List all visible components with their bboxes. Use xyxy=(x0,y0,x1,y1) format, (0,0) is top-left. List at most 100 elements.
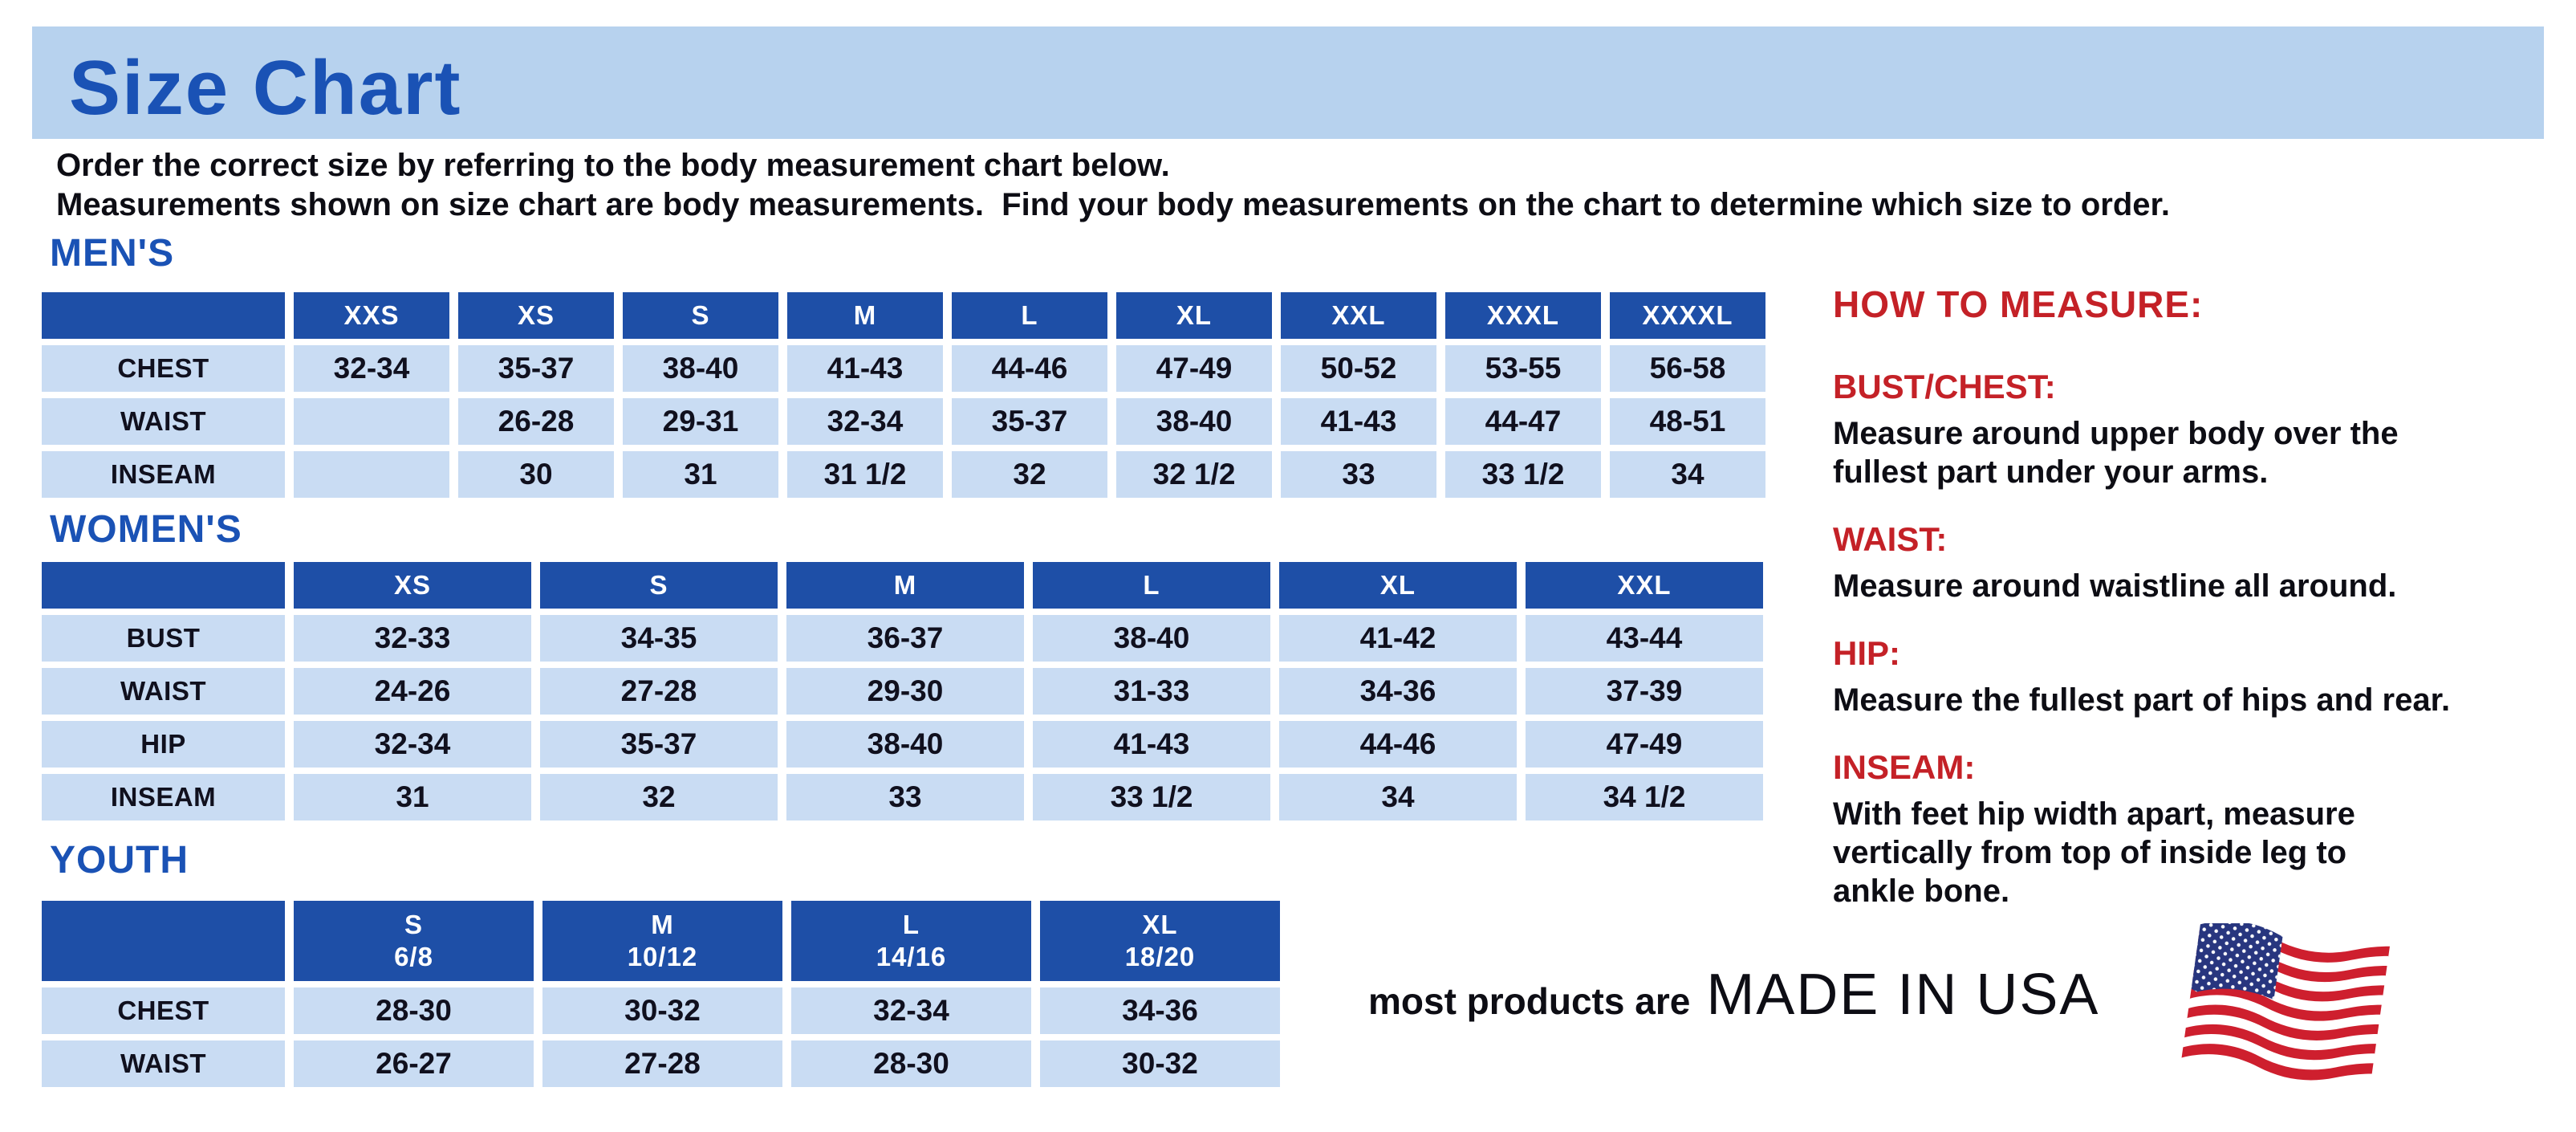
row-label-waist: WAIST xyxy=(42,1040,285,1087)
waist-label: WAIST: xyxy=(1833,520,1948,558)
corner-header-cell xyxy=(42,901,285,981)
mens-size-table: XXS XS S M L XL XXL XXXL XXXXL CHEST 32-34 35-37 38-… xyxy=(42,292,1765,498)
column-header-l: L xyxy=(952,292,1107,339)
column-header-l: L 14/16 xyxy=(791,901,1031,981)
size-value-cell: 47-49 xyxy=(1116,345,1272,392)
size-value-cell: 56-58 xyxy=(1610,345,1765,392)
column-header-xs: XS xyxy=(458,292,614,339)
column-header-xl: XL xyxy=(1279,562,1517,609)
row-label-bust: BUST xyxy=(42,615,285,662)
size-value-cell: 28-30 xyxy=(791,1040,1031,1087)
size-value-cell: 33 1/2 xyxy=(1033,774,1270,820)
waist-instructions: Measure around waistline all around. xyxy=(1833,568,2397,604)
row-label-waist: WAIST xyxy=(42,398,285,445)
size-value-cell: 32-34 xyxy=(787,398,943,445)
size-value-cell xyxy=(294,451,449,498)
column-header-xxl: XXL xyxy=(1526,562,1763,609)
size-value-cell: 35-37 xyxy=(540,721,778,768)
size-value-cell: 41-42 xyxy=(1279,615,1517,662)
size-value-cell: 27-28 xyxy=(542,1040,782,1087)
size-value-cell: 31 xyxy=(623,451,778,498)
size-value-cell: 30-32 xyxy=(1040,1040,1280,1087)
size-value-cell xyxy=(294,398,449,445)
title-banner: Size Chart xyxy=(32,26,2544,139)
made-in-usa-line: most products are MADE IN USA xyxy=(1368,962,2099,1028)
inseam-label: INSEAM: xyxy=(1833,748,1976,786)
row-label-inseam: INSEAM xyxy=(42,451,285,498)
size-value-cell: 44-46 xyxy=(1279,721,1517,768)
size-value-cell: 44-46 xyxy=(952,345,1107,392)
bust-chest-label: BUST/CHEST: xyxy=(1833,368,2056,405)
column-header-xxxl: XXXL xyxy=(1445,292,1601,339)
column-header-xs: XS xyxy=(294,562,531,609)
mens-section-heading: MEN'S xyxy=(50,232,175,275)
size-value-cell: 34 xyxy=(1610,451,1765,498)
size-value-cell: 32-34 xyxy=(294,721,531,768)
intro-text: Order the correct size by referring to t… xyxy=(56,148,2170,222)
hip-instructions: Measure the fullest part of hips and rea… xyxy=(1833,682,2451,718)
size-value-cell: 32 xyxy=(540,774,778,820)
made-in-usa-prefix: most products are xyxy=(1368,980,1691,1022)
size-value-cell: 34-36 xyxy=(1040,987,1280,1034)
size-value-cell: 37-39 xyxy=(1526,668,1763,715)
hip-label: HIP: xyxy=(1833,634,1900,672)
column-header-m: M xyxy=(786,562,1024,609)
size-value-cell: 41-43 xyxy=(1281,398,1436,445)
size-value-cell: 43-44 xyxy=(1526,615,1763,662)
size-value-cell: 35-37 xyxy=(952,398,1107,445)
usa-flag-icon xyxy=(2180,923,2390,1084)
size-value-cell: 31-33 xyxy=(1033,668,1270,715)
size-value-cell: 32-34 xyxy=(294,345,449,392)
size-value-cell: 31 xyxy=(294,774,531,820)
size-value-cell: 34-35 xyxy=(540,615,778,662)
womens-section-heading: WOMEN'S xyxy=(50,508,242,551)
column-header-s: S xyxy=(623,292,778,339)
size-value-cell: 26-27 xyxy=(294,1040,534,1087)
size-value-cell: 33 1/2 xyxy=(1445,451,1601,498)
size-value-cell: 33 xyxy=(1281,451,1436,498)
size-value-cell: 26-28 xyxy=(458,398,614,445)
size-value-cell: 35-37 xyxy=(458,345,614,392)
size-value-cell: 38-40 xyxy=(1033,615,1270,662)
column-header-s: S 6/8 xyxy=(294,901,534,981)
corner-header-cell xyxy=(42,292,285,339)
column-header-xxl: XXL xyxy=(1281,292,1436,339)
size-value-cell: 50-52 xyxy=(1281,345,1436,392)
youth-section-heading: YOUTH xyxy=(50,839,189,882)
row-label-hip: HIP xyxy=(42,721,285,768)
size-value-cell: 38-40 xyxy=(623,345,778,392)
size-value-cell: 29-30 xyxy=(786,668,1024,715)
size-value-cell: 41-43 xyxy=(787,345,943,392)
size-value-cell: 48-51 xyxy=(1610,398,1765,445)
column-header-m: M 10/12 xyxy=(542,901,782,981)
row-label-chest: CHEST xyxy=(42,345,285,392)
size-value-cell: 28-30 xyxy=(294,987,534,1034)
size-value-cell: 38-40 xyxy=(1116,398,1272,445)
size-value-cell: 24-26 xyxy=(294,668,531,715)
row-label-waist: WAIST xyxy=(42,668,285,715)
how-to-measure-heading: HOW TO MEASURE: xyxy=(1833,283,2204,325)
bust-chest-instructions: Measure around upper body over the fulle… xyxy=(1833,416,2399,490)
how-to-measure-panel: HOW TO MEASURE: BUST/CHEST: Measure arou… xyxy=(1833,283,2576,939)
column-header-xxxxl: XXXXL xyxy=(1610,292,1765,339)
column-header-xl: XL xyxy=(1116,292,1272,339)
row-label-inseam: INSEAM xyxy=(42,774,285,820)
size-value-cell: 38-40 xyxy=(786,721,1024,768)
size-value-cell: 34 1/2 xyxy=(1526,774,1763,820)
size-value-cell: 30-32 xyxy=(542,987,782,1034)
column-header-xxs: XXS xyxy=(294,292,449,339)
youth-size-table: S 6/8 M 10/12 L 14/16 XL 18/20 CHEST 28-30 30-… xyxy=(42,901,1280,1087)
row-label-chest: CHEST xyxy=(42,987,285,1034)
size-value-cell: 32 1/2 xyxy=(1116,451,1272,498)
size-value-cell: 33 xyxy=(786,774,1024,820)
size-value-cell: 30 xyxy=(458,451,614,498)
page-title: Size Chart xyxy=(69,45,462,131)
column-header-l: L xyxy=(1033,562,1270,609)
size-value-cell: 31 1/2 xyxy=(787,451,943,498)
column-header-s: S xyxy=(540,562,778,609)
column-header-m: M xyxy=(787,292,943,339)
inseam-instructions: With feet hip width apart, measure verti… xyxy=(1833,796,2355,909)
size-value-cell: 34 xyxy=(1279,774,1517,820)
size-value-cell: 32-34 xyxy=(791,987,1031,1034)
